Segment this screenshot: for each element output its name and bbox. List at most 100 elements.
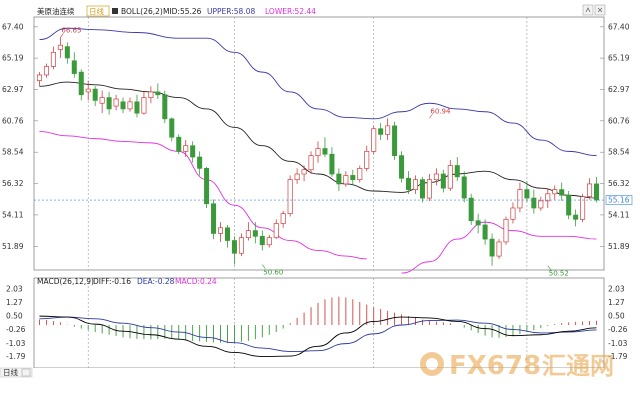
- candle-body[interactable]: [134, 101, 140, 114]
- candle-body[interactable]: [78, 71, 84, 96]
- candle-body[interactable]: [594, 183, 600, 201]
- candle-body[interactable]: [57, 44, 63, 50]
- period-box[interactable]: [86, 5, 110, 17]
- candle-body[interactable]: [218, 227, 224, 234]
- candle-body[interactable]: [92, 88, 98, 101]
- candle-body[interactable]: [510, 207, 516, 220]
- candle-body[interactable]: [155, 91, 161, 96]
- candle-body[interactable]: [252, 230, 258, 237]
- candle-body[interactable]: [71, 60, 77, 74]
- candle-body[interactable]: [524, 189, 530, 199]
- candle-body[interactable]: [43, 66, 49, 76]
- candle-body[interactable]: [531, 197, 537, 209]
- candle-body[interactable]: [475, 220, 481, 226]
- price-tick-label-left: 60.76: [2, 116, 24, 125]
- candlestick-series[interactable]: [36, 37, 600, 266]
- candle-body[interactable]: [50, 51, 56, 67]
- candle-body[interactable]: [308, 155, 314, 171]
- candle-body[interactable]: [148, 91, 154, 98]
- candle-body[interactable]: [503, 218, 509, 243]
- candle-body[interactable]: [106, 97, 112, 110]
- macd-tick-label-right: -1.03: [608, 339, 628, 348]
- candle-body[interactable]: [419, 179, 425, 199]
- candle-body[interactable]: [85, 88, 91, 93]
- candle-body[interactable]: [224, 227, 230, 241]
- candle-body[interactable]: [183, 145, 189, 152]
- candle-body[interactable]: [259, 235, 265, 246]
- candle-body[interactable]: [538, 200, 544, 209]
- period-tab-label[interactable]: 日线: [3, 367, 18, 377]
- candle-body[interactable]: [357, 168, 363, 181]
- candle-body[interactable]: [482, 224, 488, 240]
- candle-body[interactable]: [280, 213, 286, 224]
- price-tick-label-right: 58.54: [608, 148, 630, 157]
- candle-body[interactable]: [559, 189, 565, 196]
- period-label[interactable]: 日线: [89, 6, 104, 16]
- annotation-high-label: 60.94: [430, 107, 451, 115]
- candle-body[interactable]: [378, 128, 384, 135]
- candle-body[interactable]: [433, 173, 439, 181]
- macd-tick-label-right: -0.26: [608, 325, 628, 334]
- candle-body[interactable]: [371, 128, 377, 152]
- candle-body[interactable]: [364, 151, 370, 169]
- candle-body[interactable]: [99, 97, 105, 104]
- candle-body[interactable]: [176, 136, 182, 152]
- candle-body[interactable]: [496, 241, 502, 257]
- candle-body[interactable]: [127, 101, 133, 110]
- candle-body[interactable]: [197, 156, 203, 169]
- candle-body[interactable]: [301, 169, 307, 175]
- candle-body[interactable]: [266, 237, 272, 246]
- candle-body[interactable]: [385, 125, 391, 135]
- candle-body[interactable]: [113, 98, 119, 107]
- candle-body[interactable]: [231, 240, 237, 254]
- candle-body[interactable]: [322, 148, 328, 155]
- candle-body[interactable]: [440, 173, 446, 189]
- candle-body[interactable]: [294, 173, 300, 181]
- period-tab[interactable]: [0, 367, 33, 378]
- period-tab-dropdown-icon[interactable]: [21, 368, 31, 377]
- candle-body[interactable]: [461, 176, 467, 199]
- candle-body[interactable]: [545, 193, 551, 202]
- candle-body[interactable]: [552, 189, 558, 195]
- candle-body[interactable]: [489, 238, 495, 257]
- candle-body[interactable]: [245, 230, 251, 239]
- candle-body[interactable]: [190, 145, 196, 158]
- top-toolbar[interactable]: [582, 4, 606, 16]
- candle-body[interactable]: [273, 223, 279, 239]
- boll-params: BOLL(26,2): [121, 7, 163, 16]
- candle-body[interactable]: [392, 125, 398, 156]
- candle-body[interactable]: [447, 165, 453, 189]
- candle-body[interactable]: [454, 165, 460, 178]
- candle-body[interactable]: [343, 175, 349, 185]
- candle-body[interactable]: [162, 94, 168, 120]
- candle-body[interactable]: [64, 46, 70, 59]
- candle-body[interactable]: [412, 179, 418, 190]
- candle-body[interactable]: [336, 173, 342, 185]
- macd-tick-label-left: -1.79: [6, 352, 26, 361]
- candle-body[interactable]: [120, 101, 126, 110]
- candle-body[interactable]: [406, 177, 412, 190]
- candle-body[interactable]: [315, 148, 321, 156]
- macd-tick-label-left: 0.50: [6, 312, 23, 321]
- candle-body[interactable]: [141, 97, 147, 114]
- candle-body[interactable]: [566, 194, 572, 216]
- candle-body[interactable]: [468, 197, 474, 222]
- candle-body[interactable]: [580, 196, 586, 220]
- candle-body[interactable]: [238, 237, 244, 254]
- macd-legend: MACD(26,12,9) DIFF:-0.16 DEA:-0.28 MACD:…: [37, 277, 217, 286]
- zoom-icon[interactable]: [582, 4, 594, 16]
- candle-body[interactable]: [426, 179, 432, 199]
- candle-body[interactable]: [169, 118, 175, 138]
- candle-body[interactable]: [517, 189, 523, 209]
- candle-body[interactable]: [211, 203, 217, 234]
- candle-body[interactable]: [587, 183, 593, 198]
- candle-body[interactable]: [36, 74, 42, 81]
- macd-tick-label-left: -1.03: [6, 339, 26, 348]
- candle-body[interactable]: [350, 175, 356, 181]
- candle-body[interactable]: [204, 168, 210, 205]
- candle-body[interactable]: [329, 153, 335, 175]
- candle-body[interactable]: [399, 155, 405, 179]
- candle-body[interactable]: [287, 179, 293, 214]
- candle-body[interactable]: [573, 214, 579, 220]
